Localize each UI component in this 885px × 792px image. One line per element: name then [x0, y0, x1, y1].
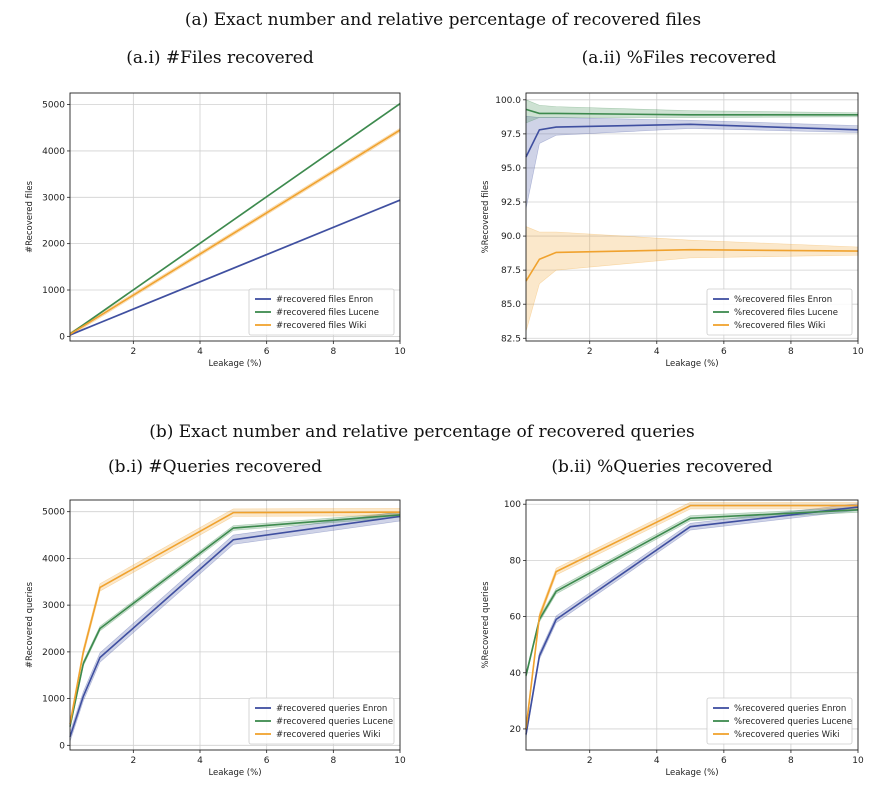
legend-label: #recovered queries Enron: [276, 704, 387, 714]
section-a-title: (a) Exact number and relative percentage…: [184, 10, 702, 30]
x-tick-label: 10: [852, 347, 864, 357]
plot-frame: [525, 92, 859, 342]
x-tick-label: 4: [654, 347, 660, 357]
x-tick-label: 10: [394, 347, 406, 357]
x-tick-label: 8: [788, 756, 794, 766]
x-tick-label: 2: [130, 347, 136, 357]
x-tick-label: 10: [394, 756, 406, 766]
y-tick-label: 82.5: [501, 334, 521, 344]
legend-box: [706, 288, 853, 336]
y-tick-label: 95.0: [501, 164, 521, 174]
y-axis-label: %Recovered files: [481, 180, 491, 254]
legend-label: #recovered queries Lucene: [276, 717, 393, 727]
x-axis-label: Leakage (%): [208, 359, 261, 369]
y-tick-label: 100.0: [495, 96, 521, 106]
legend-box: [706, 697, 853, 745]
y-tick-label: 85.0: [501, 300, 521, 310]
series-line-1: [69, 199, 401, 336]
y-tick-label: 40: [510, 669, 522, 679]
y-tick-label: 4000: [42, 147, 65, 157]
series-band-1: [525, 115, 859, 209]
y-tick-label: 2000: [42, 648, 65, 658]
y-tick-label: 80: [510, 556, 522, 566]
x-tick-label: 2: [587, 756, 593, 766]
x-tick-label: 6: [721, 756, 727, 766]
legend-label: %recovered files Lucene: [734, 308, 838, 318]
y-axis-label: #Recovered files: [25, 180, 35, 253]
series-line-3: [525, 504, 858, 730]
section-b-title: (b) Exact number and relative percentage…: [149, 422, 695, 442]
series-line-1: [525, 123, 859, 158]
y-tick-label: 90.0: [501, 232, 521, 242]
x-tick-label: 6: [264, 756, 270, 766]
plot-frame: [69, 92, 401, 342]
legend-label: #recovered queries Wiki: [276, 730, 381, 740]
series-line-3: [69, 511, 401, 725]
plot-frame: [525, 499, 859, 751]
legend-label: %recovered files Wiki: [734, 321, 825, 331]
x-tick-label: 10: [852, 756, 864, 766]
y-tick-label: 0: [59, 741, 65, 751]
y-tick-label: 1000: [42, 286, 65, 296]
y-tick-label: 3000: [42, 601, 65, 611]
chart-b2-title: (b.ii) %Queries recovered: [551, 457, 773, 477]
legend-label: %recovered queries Enron: [734, 704, 846, 714]
y-tick-label: 5000: [42, 101, 65, 111]
series-band-2: [525, 506, 859, 679]
x-tick-label: 6: [264, 347, 270, 357]
x-tick-label: 4: [654, 756, 660, 766]
y-tick-label: 2000: [42, 240, 65, 250]
x-tick-label: 8: [330, 347, 336, 357]
series-line-1: [525, 506, 859, 735]
x-tick-label: 4: [197, 756, 203, 766]
x-tick-label: 6: [721, 347, 727, 357]
legend-label: #recovered files Enron: [276, 295, 373, 305]
y-tick-label: 92.5: [501, 198, 521, 208]
x-axis-label: Leakage (%): [208, 768, 261, 778]
series-line-2: [525, 509, 859, 676]
chart-b2-queries-percent: 2 4 6 8 10 20 40 60 80 100 Leakage (%) %Recovered q…: [481, 499, 864, 778]
chart-a1-files-count: 2 4 6 8 10 0 1000 2000 3000 4000 5000 Leakage (%) #R…: [25, 92, 406, 369]
series-line-2: [69, 514, 401, 727]
legend-label: #recovered files Wiki: [276, 321, 366, 331]
y-tick-label: 60: [510, 613, 522, 623]
chart-a1-title: (a.i) #Files recovered: [126, 48, 314, 68]
y-tick-label: 0: [59, 332, 65, 342]
x-tick-label: 2: [587, 347, 593, 357]
series-line-3: [69, 129, 401, 335]
y-tick-label: 87.5: [501, 266, 521, 276]
chart-a2-title: (a.ii) %Files recovered: [581, 48, 777, 68]
x-tick-label: 8: [330, 756, 336, 766]
legend-box: [248, 288, 395, 336]
series-line-3: [525, 248, 859, 282]
legend-box: [248, 697, 395, 745]
y-axis-label: %Recovered queries: [481, 581, 491, 669]
y-tick-label: 100: [504, 500, 521, 510]
y-tick-label: 20: [510, 725, 522, 735]
x-axis-label: Leakage (%): [665, 359, 718, 369]
x-axis-label: Leakage (%): [665, 768, 718, 778]
legend-label: %recovered queries Wiki: [734, 730, 839, 740]
series-line-1: [69, 515, 401, 738]
x-tick-label: 4: [197, 347, 203, 357]
y-tick-label: 3000: [42, 193, 65, 203]
x-tick-label: 8: [788, 347, 794, 357]
series-line-2: [525, 108, 858, 116]
legend-label: %recovered queries Lucene: [734, 717, 852, 727]
y-tick-label: 1000: [42, 695, 65, 705]
chart-a2-files-percent: 2 4 6 8 10 82.5 85.0 87.5 90.0 92.5 95.0 97.5 100.0 L…: [481, 92, 864, 369]
legend-label: %recovered files Enron: [734, 295, 832, 305]
y-tick-label: 4000: [42, 554, 65, 564]
series-band-2: [69, 512, 401, 730]
x-tick-label: 2: [130, 756, 136, 766]
chart-b1-title: (b.i) #Queries recovered: [107, 457, 323, 477]
y-tick-label: 5000: [42, 508, 65, 518]
y-tick-label: 97.5: [501, 130, 521, 140]
plot-frame: [69, 499, 401, 751]
y-axis-label: #Recovered queries: [25, 581, 35, 668]
chart-b1-queries-count: 2 4 6 8 10 0 1000 2000 3000 4000 5000 Leakage (%) #R…: [25, 499, 406, 778]
legend-label: #recovered files Lucene: [276, 308, 379, 318]
